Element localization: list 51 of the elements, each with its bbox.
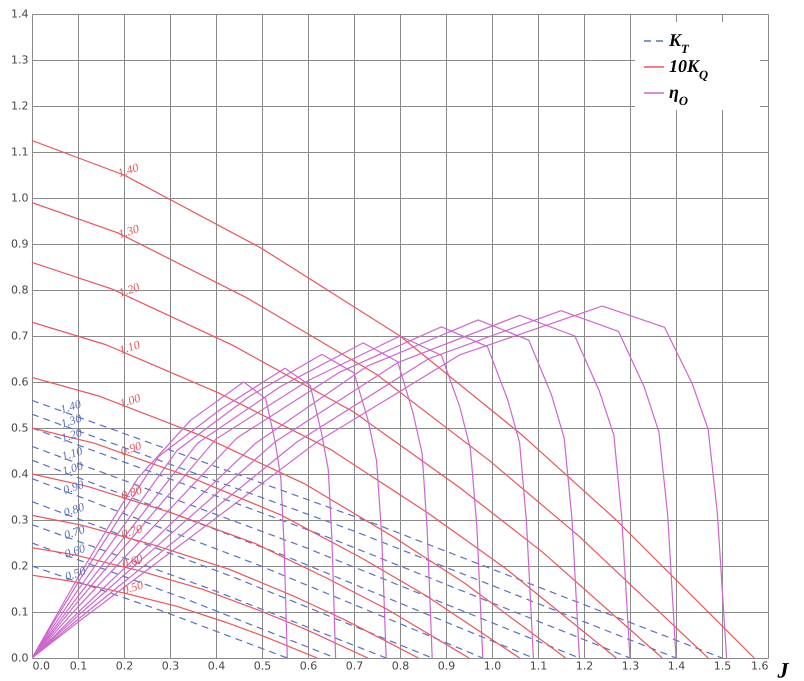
y-tick-label: 1.4 <box>11 8 28 20</box>
annotation: 0.90 <box>118 438 144 458</box>
x-tick-label: 0.6 <box>300 660 318 672</box>
y-tick-label: 0.2 <box>11 560 28 572</box>
y-tick-label: 0.3 <box>11 514 28 526</box>
y-tick-label: 0.7 <box>11 330 28 342</box>
annotation: 1.20 <box>116 280 142 300</box>
annotation: 0.70 <box>120 521 144 542</box>
legend-label: η$_{O}$ <box>669 82 688 108</box>
x-tick-label: 0.8 <box>392 660 410 672</box>
y-tick-label: 0.5 <box>11 422 28 434</box>
x-tick-label: 1.4 <box>668 660 686 672</box>
x-tick-label: 0.4 <box>208 660 226 672</box>
y-tick-label: 1.3 <box>11 54 28 66</box>
x-tick-label: 0.7 <box>346 660 364 672</box>
y-tick-label: 0.8 <box>11 284 28 296</box>
legend-label: 10K$_{Q}$ <box>669 56 708 82</box>
x-tick-label: 0.0 <box>32 660 50 672</box>
x-tick-label: 1.0 <box>484 660 502 672</box>
y-tick-label: 1.1 <box>11 146 28 158</box>
y-tick-label: 1.0 <box>11 192 28 204</box>
x-tick-label: 0.3 <box>162 660 180 672</box>
annotation: 0.60 <box>120 551 144 572</box>
annotation: 1.40 <box>116 160 140 180</box>
x-tick-label: 0.5 <box>254 660 272 672</box>
y-tick-label: 0.9 <box>11 238 28 250</box>
annotation: 0.50 <box>63 564 88 584</box>
legend-label: K$_{T}$ <box>668 30 690 56</box>
x-tick-label: 1.1 <box>530 660 548 672</box>
annotation: 0.80 <box>62 500 86 520</box>
annotation: 1.10 <box>117 337 142 358</box>
annotation: 1.30 <box>116 221 141 242</box>
annotation: 0.70 <box>62 522 86 542</box>
y-tick-label: 0.0 <box>11 652 28 664</box>
y-tick-label: 0.4 <box>11 468 28 480</box>
annotation: 0.60 <box>62 541 87 561</box>
x-tick-label: 1.2 <box>576 660 594 672</box>
annotation: 0.90 <box>61 477 86 497</box>
x-tick-label: 0.1 <box>70 660 88 672</box>
x-axis-title: J <box>776 658 790 681</box>
x-tick-label: 0.9 <box>438 660 456 672</box>
y-tick-label: 0.6 <box>11 376 28 388</box>
x-tick-label: 1.6 <box>751 660 768 672</box>
x-tick-label: 0.2 <box>116 660 134 672</box>
x-tick-label: 1.3 <box>622 660 640 672</box>
annotation: 0.50 <box>120 577 145 598</box>
annotation: 1.00 <box>118 390 142 410</box>
y-tick-label: 0.1 <box>11 606 28 618</box>
annotation: 0.80 <box>119 482 144 502</box>
x-tick-label: 1.5 <box>714 660 732 672</box>
y-tick-label: 1.2 <box>11 100 28 112</box>
